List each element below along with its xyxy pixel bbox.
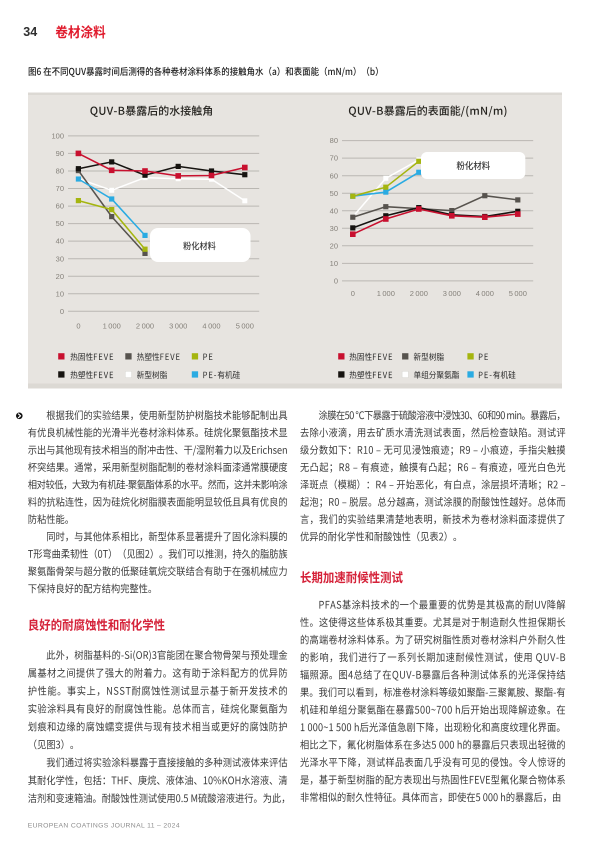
svg-text:2 000: 2 000 [410, 289, 428, 298]
svg-text:70: 70 [330, 154, 338, 163]
svg-text:90: 90 [56, 149, 64, 158]
svg-text:5 000: 5 000 [236, 322, 254, 331]
svg-text:10: 10 [330, 259, 338, 268]
svg-text:0: 0 [351, 289, 355, 298]
svg-text:80: 80 [330, 136, 338, 145]
svg-text:100: 100 [51, 132, 64, 141]
svg-text:5 000: 5 000 [509, 289, 527, 298]
svg-text:30: 30 [56, 254, 64, 263]
svg-text:4 000: 4 000 [202, 322, 220, 331]
svg-text:0: 0 [334, 277, 338, 286]
svg-text:1 000: 1 000 [377, 289, 395, 298]
svg-text:4 000: 4 000 [476, 289, 494, 298]
svg-text:70: 70 [56, 184, 64, 193]
svg-text:3 000: 3 000 [169, 322, 187, 331]
svg-text:20: 20 [330, 241, 338, 250]
svg-text:1 000: 1 000 [103, 322, 121, 331]
svg-text:60: 60 [330, 171, 338, 180]
svg-text:EUROPEAN COATINGS JOURNAL 11 –: EUROPEAN COATINGS JOURNAL 11 – 2024 [28, 823, 180, 830]
svg-text:34: 34 [23, 25, 37, 39]
svg-text:0: 0 [60, 307, 64, 316]
svg-text:20: 20 [56, 272, 64, 281]
svg-text:10: 10 [56, 289, 64, 298]
svg-text:3 000: 3 000 [443, 289, 461, 298]
svg-text:40: 40 [330, 206, 338, 215]
svg-text:0: 0 [76, 322, 80, 331]
svg-text:30: 30 [330, 224, 338, 233]
svg-text:40: 40 [56, 237, 64, 246]
svg-text:2 000: 2 000 [136, 322, 154, 331]
svg-text:80: 80 [56, 167, 64, 176]
svg-text:60: 60 [56, 202, 64, 211]
svg-text:50: 50 [56, 219, 64, 228]
svg-text:50: 50 [330, 189, 338, 198]
